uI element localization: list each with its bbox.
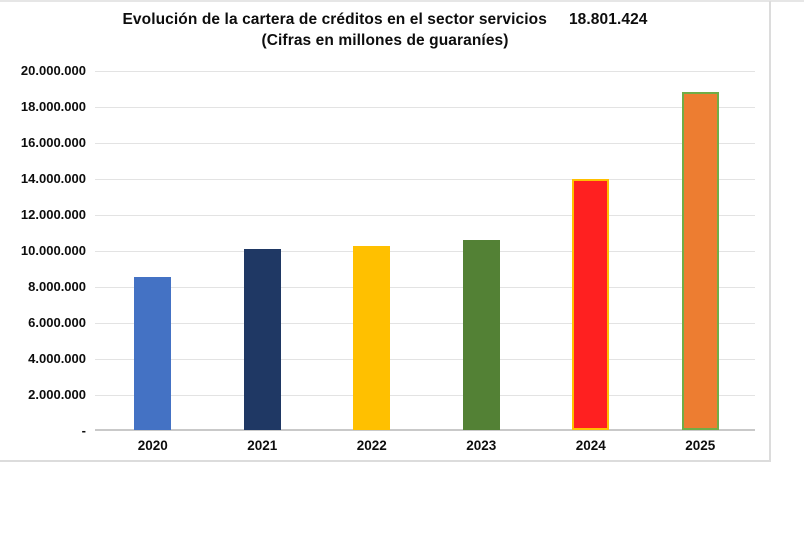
chart-title: Evolución de la cartera de créditos en e…	[122, 11, 547, 28]
chart-title-line1: Evolución de la cartera de créditos en e…	[0, 9, 770, 30]
x-tick-label-2024: 2024	[575, 438, 606, 453]
y-tick-label: 18.000.000	[20, 99, 86, 114]
y-tick-label: 10.000.000	[20, 243, 86, 258]
chart-frame-top-border	[0, 0, 804, 2]
gridline	[95, 107, 755, 108]
chart-subtitle: (Cifras en millones de guaraníes)	[261, 32, 509, 49]
y-tick-label: 12.000.000	[20, 207, 86, 222]
gridline	[95, 251, 755, 252]
gridline	[95, 323, 755, 324]
chart-frame-right-border	[769, 1, 771, 462]
gridline	[95, 359, 755, 360]
y-tick-label: 8.000.000	[28, 279, 86, 294]
gridline	[95, 395, 755, 396]
gridline	[95, 71, 755, 72]
chart-title-block: Evolución de la cartera de créditos en e…	[0, 9, 770, 51]
x-tick-label-2020: 2020	[137, 438, 168, 453]
y-tick-label: 16.000.000	[20, 135, 86, 150]
bar-2024	[572, 179, 610, 430]
y-tick-label: 20.000.000	[20, 63, 86, 78]
x-tick-label-2023: 2023	[466, 438, 497, 453]
chart-frame-bottom-border	[0, 460, 771, 462]
plot-area	[95, 71, 755, 431]
bar-2020	[134, 277, 172, 430]
bar-2023	[462, 240, 500, 430]
y-tick-label: 14.000.000	[20, 171, 86, 186]
bar-2022	[353, 246, 391, 430]
x-tick-label-2022: 2022	[356, 438, 387, 453]
gridline	[95, 215, 755, 216]
chart-title-annotation: 18.801.424	[568, 11, 648, 28]
bar-2025	[681, 91, 719, 430]
bar-2021	[243, 249, 281, 430]
y-tick-label: 6.000.000	[28, 315, 86, 330]
x-tick-label-2021: 2021	[247, 438, 278, 453]
gridline	[95, 287, 755, 288]
x-tick-label-2025: 2025	[685, 438, 716, 453]
x-axis-line	[95, 429, 755, 431]
y-tick-label: -	[81, 423, 86, 438]
y-tick-label: 4.000.000	[28, 351, 86, 366]
y-tick-label: 2.000.000	[28, 387, 86, 402]
gridline	[95, 179, 755, 180]
gridline	[95, 143, 755, 144]
